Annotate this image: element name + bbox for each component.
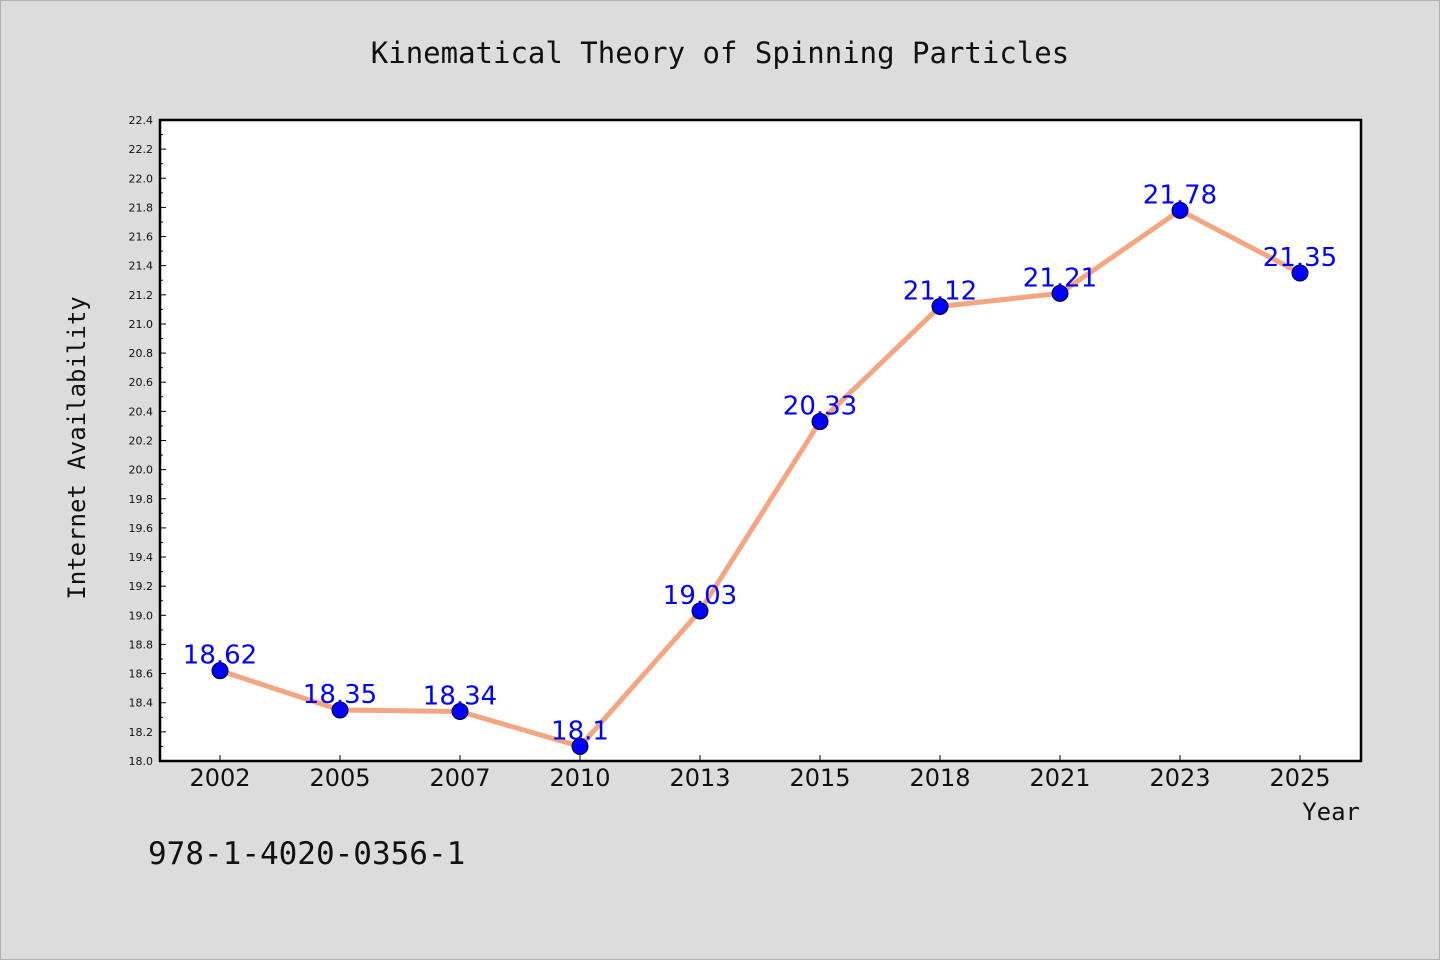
y-tick-label: 21.0 <box>129 318 154 331</box>
data-point <box>331 701 349 719</box>
y-tick-label: 22.2 <box>129 143 154 156</box>
x-tick-label: 2005 <box>309 764 370 792</box>
y-tick-label: 18.8 <box>129 638 154 651</box>
x-tick-label: 2021 <box>1029 764 1090 792</box>
y-tick-label: 21.2 <box>129 289 154 302</box>
y-tick-label: 20.2 <box>129 435 154 448</box>
data-point <box>571 737 589 755</box>
data-label: 18.1 <box>551 716 609 746</box>
data-point <box>811 413 829 431</box>
isbn-footer: 978-1-4020-0356-1 <box>148 836 465 872</box>
y-tick-label: 18.2 <box>129 726 154 739</box>
data-point <box>1291 264 1309 282</box>
data-label: 18.34 <box>423 681 497 711</box>
data-point <box>1171 201 1189 219</box>
x-tick-label: 2018 <box>909 764 970 792</box>
x-axis-label: Year <box>1302 798 1360 826</box>
y-tick-label: 19.8 <box>129 493 154 506</box>
y-tick-label: 20.4 <box>129 405 154 418</box>
y-tick-label: 21.6 <box>129 231 154 244</box>
y-tick-label: 18.6 <box>129 668 154 681</box>
y-tick-label: 21.8 <box>129 201 154 214</box>
y-tick-label: 18.4 <box>129 697 154 710</box>
x-tick-label: 2015 <box>789 764 850 792</box>
plot-area <box>158 118 1363 763</box>
y-tick-label: 18.0 <box>129 755 154 768</box>
y-tick-label: 19.0 <box>129 609 154 622</box>
data-label: 18.35 <box>303 680 377 710</box>
y-axis-label: Internet Availability <box>63 296 91 599</box>
x-tick-label: 2002 <box>189 764 250 792</box>
x-tick-label: 2025 <box>1269 764 1330 792</box>
series-markers <box>211 201 1309 755</box>
data-label: 21.12 <box>903 276 977 306</box>
x-axis-ticks: 2002 2005 2007 2010 2013 2015 2018 2021 2023 2025 <box>189 755 1331 792</box>
series-line <box>217 207 1303 749</box>
data-point <box>691 602 709 620</box>
y-tick-label: 21.4 <box>129 260 154 273</box>
data-label: 20.33 <box>783 392 857 422</box>
y-tick-label: 19.4 <box>129 551 154 564</box>
data-label: 19.03 <box>663 581 737 611</box>
y-tick-label: 19.2 <box>129 580 154 593</box>
x-tick-label: 2007 <box>429 764 490 792</box>
y-tick-label: 19.6 <box>129 522 154 535</box>
data-label: 21.21 <box>1023 263 1097 293</box>
y-tick-label: 20.8 <box>129 347 154 360</box>
y-tick-label: 20.0 <box>129 464 154 477</box>
data-label: 21.78 <box>1143 180 1217 210</box>
y-tick-label: 22.4 <box>129 114 154 127</box>
data-point <box>1051 284 1069 302</box>
y-tick-label: 20.6 <box>129 376 154 389</box>
data-point <box>211 662 229 680</box>
data-label: 21.35 <box>1263 243 1337 273</box>
x-tick-label: 2023 <box>1149 764 1210 792</box>
x-tick-label: 2013 <box>669 764 730 792</box>
data-point <box>931 297 949 315</box>
chart-title: Kinematical Theory of Spinning Particles <box>371 36 1069 70</box>
data-label: 18.62 <box>183 641 257 671</box>
y-tick-label: 22.0 <box>129 172 154 185</box>
data-point <box>451 702 469 720</box>
y-axis-ticks: 18.0 18.2 18.4 18.6 18.8 19.0 19.2 19.4 19.6 19.8… <box>129 114 166 768</box>
data-labels: 18.62 18.35 18.34 18.1 19.03 20.33 21.12 21.21 2… <box>183 180 1337 746</box>
x-tick-label: 2010 <box>549 764 610 792</box>
